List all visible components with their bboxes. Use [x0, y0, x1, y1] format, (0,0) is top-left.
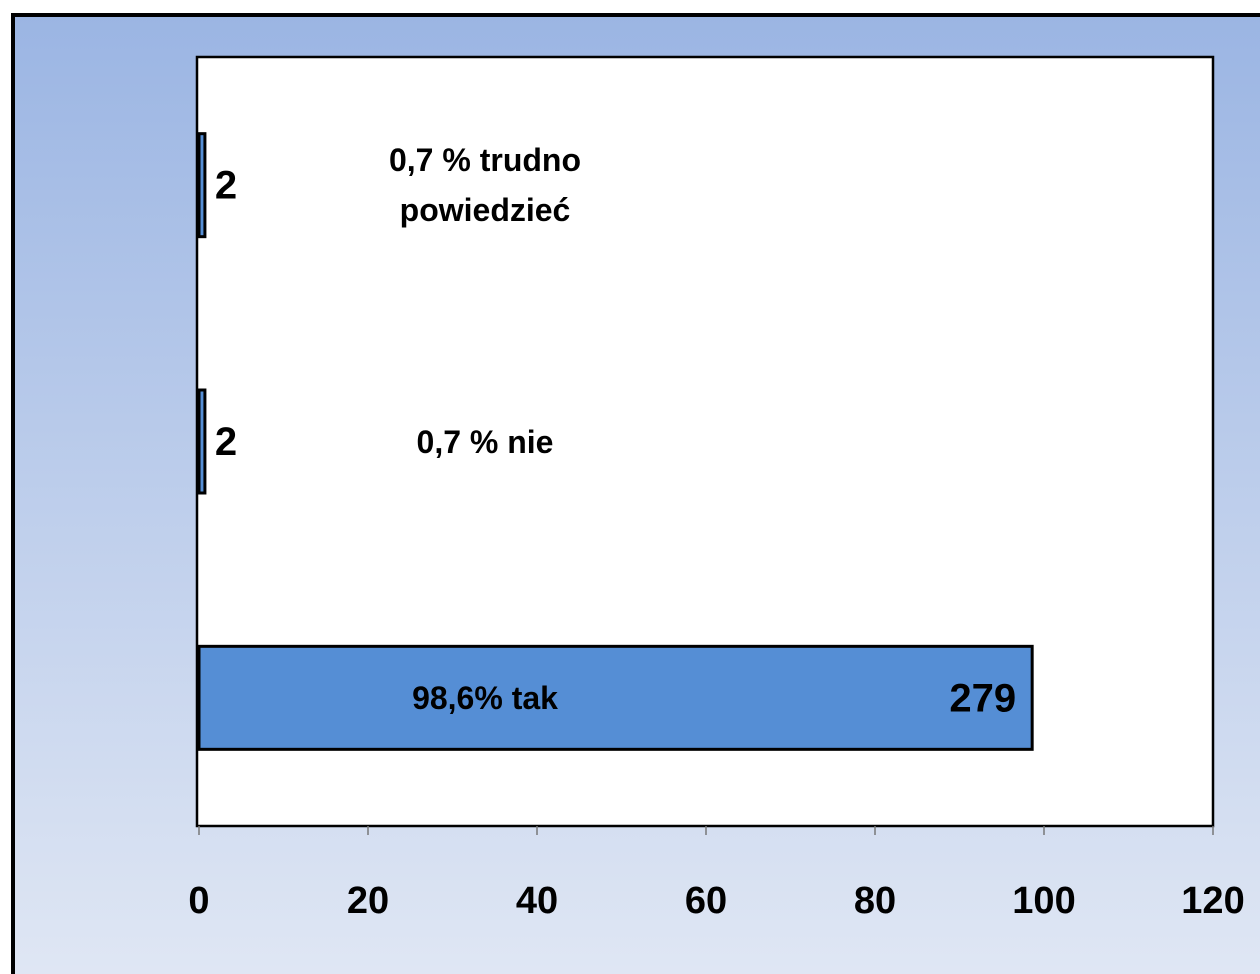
- category-label: 0,7 % nie: [416, 423, 554, 460]
- bar-count-label: 2: [215, 420, 237, 464]
- x-tick-label: 0: [188, 880, 209, 922]
- bar: [197, 644, 1034, 751]
- bar-count-label: 2: [215, 164, 237, 208]
- x-tick-label: 100: [1012, 880, 1075, 922]
- bar: [197, 388, 207, 495]
- x-tick-label: 20: [347, 880, 389, 922]
- category-label: 0,7 % trudno powiedzieć: [388, 142, 581, 229]
- x-tick-label: 60: [685, 880, 727, 922]
- bar: [197, 132, 207, 239]
- x-tick-label: 120: [1181, 880, 1244, 922]
- x-tick-label: 80: [854, 880, 896, 922]
- category-label: 98,6% tak: [412, 679, 558, 716]
- bar-count-label: 279: [949, 676, 1016, 720]
- x-tick-label: 40: [516, 880, 558, 922]
